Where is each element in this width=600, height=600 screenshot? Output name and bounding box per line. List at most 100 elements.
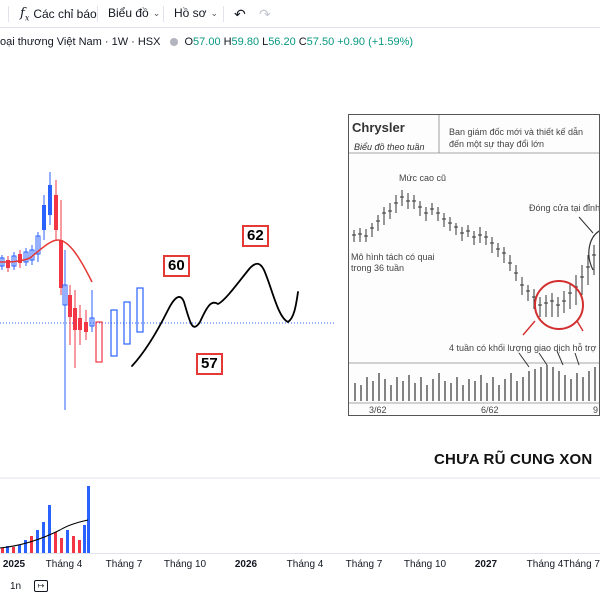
inset-label-close: Đóng cửa tại đỉnh <box>529 203 600 213</box>
volume-bar <box>72 536 75 553</box>
redo-icon: ↷ <box>259 6 271 22</box>
inset-title: Chrysler <box>352 120 405 135</box>
volume-bar <box>54 532 57 553</box>
candle <box>89 290 95 332</box>
time-axis-tick: Tháng 4 <box>45 559 83 570</box>
candle <box>54 180 58 240</box>
target-label-60: 60 <box>163 255 190 277</box>
time-axis-tick: Tháng 7 <box>105 559 143 570</box>
inset-volume <box>354 365 596 401</box>
volume-bar <box>18 545 21 553</box>
candle <box>68 285 72 345</box>
candles <box>0 172 144 410</box>
inset-highlight-circle <box>534 280 584 330</box>
candle <box>78 305 82 345</box>
inset-chart <box>349 115 599 404</box>
inset-axis-mid: 6/62 <box>481 405 499 415</box>
redo-button[interactable]: ↷ <box>259 6 271 23</box>
candle <box>62 250 68 410</box>
inset-subtitle: Biểu đồ theo tuần <box>354 142 425 152</box>
profile-menu-button[interactable]: Hồ sơ ⌄ <box>174 6 218 20</box>
volume-bar <box>48 505 51 553</box>
inset-axis-left: 3/62 <box>369 405 387 415</box>
candle <box>48 172 52 225</box>
candle <box>84 310 88 340</box>
target-label-57: 57 <box>196 353 223 375</box>
inset-pointer <box>588 230 599 271</box>
chevron-down-icon: ⌄ <box>210 7 219 18</box>
volume-bar <box>30 536 33 553</box>
undo-button[interactable]: ↶ <box>234 6 246 23</box>
target-label-62: 62 <box>242 225 269 247</box>
high-label: H <box>223 36 232 48</box>
candle <box>23 248 29 266</box>
toolbar-divider <box>163 6 164 22</box>
time-axis-tick: 2026 <box>234 559 258 570</box>
chart-menu-label: Biểu đồ <box>108 6 149 20</box>
time-axis-tick: Tháng 4 <box>286 559 324 570</box>
indicators-button[interactable]: fx Các chỉ báo <box>20 6 97 23</box>
volume-bar <box>24 540 27 553</box>
projected-candle <box>123 301 131 345</box>
projection-drawing <box>131 262 299 367</box>
candle <box>59 200 63 295</box>
undo-icon: ↶ <box>234 6 246 22</box>
market-status-icon <box>170 38 179 46</box>
projected-candle <box>95 321 103 363</box>
bottom-toolbar: 1n <box>0 575 600 600</box>
toolbar-divider <box>8 6 9 22</box>
profile-menu-label: Hồ sơ <box>174 6 207 20</box>
moving-average-line <box>0 239 93 283</box>
inset-volume-arrows <box>518 350 580 368</box>
reference-image: Chrysler Biểu đồ theo tuần Ban giám đốc … <box>348 114 600 416</box>
inset-label-volume: 4 tuần có khối lượng giao dịch hỗ trợ <box>449 343 597 353</box>
close-value: 57.50 <box>306 36 335 48</box>
inset-red-arrows <box>522 320 584 336</box>
open-label: O <box>184 36 194 48</box>
symbol-title[interactable]: oại thương Việt Nam · 1W · HSX <box>0 36 161 48</box>
candle <box>18 250 22 268</box>
projected-candle <box>110 309 118 357</box>
volume-bar <box>12 547 15 553</box>
time-axis-tick: Tháng 7 <box>563 559 600 570</box>
time-axis-tick: 2027 <box>474 559 498 570</box>
inset-axis-right: 9 <box>593 405 599 415</box>
time-axis-tick: Tháng 10 <box>403 559 447 570</box>
volume-bar <box>60 538 63 553</box>
toolbar-divider <box>97 6 98 22</box>
volume-bar <box>83 525 86 553</box>
inset-arrow <box>578 216 594 234</box>
volume-bar <box>36 530 39 553</box>
go-to-date-icon[interactable]: ↦ <box>34 580 48 592</box>
price-chart[interactable] <box>0 0 600 553</box>
time-axis-tick: Tháng 7 <box>345 559 383 570</box>
high-value: 59.80 <box>231 36 260 48</box>
candle <box>42 195 46 240</box>
low-label: L <box>262 36 269 48</box>
top-toolbar: fx Các chỉ báo Biểu đồ ⌄ Hồ sơ ⌄ ↶ ↷ <box>0 0 600 28</box>
chart-menu-button[interactable]: Biểu đồ ⌄ <box>108 6 160 20</box>
volume-bars <box>1 486 90 553</box>
low-value: 56.20 <box>268 36 296 48</box>
inset-label-high: Mức cao cũ <box>399 173 447 183</box>
volume-bar <box>1 548 4 553</box>
volume-bar <box>6 546 9 553</box>
time-axis-tick: 2025 <box>2 559 26 570</box>
indicators-label: Các chỉ báo <box>33 7 97 22</box>
inset-bars <box>352 190 596 317</box>
volume-bar <box>66 530 69 553</box>
candle <box>73 290 77 368</box>
change-value: +0.90 (+1.59%) <box>337 36 414 48</box>
volume-bar <box>87 486 90 553</box>
interval-button[interactable]: 1n <box>10 581 22 592</box>
close-label: C <box>298 36 307 48</box>
time-axis-tick: Tháng 10 <box>163 559 207 570</box>
inset-description: Ban giám đốc mới và thiết kế dẫn đến một… <box>449 127 583 149</box>
caption-text: CHƯA RŨ CUNG XON <box>434 451 593 468</box>
time-axis[interactable]: 2025 Tháng 4 Tháng 7 Tháng 10 2026 Tháng 4 Thá… <box>0 553 600 575</box>
projected-candle <box>136 287 144 333</box>
time-axis-tick: Tháng 4 <box>526 559 564 570</box>
chevron-down-icon: ⌄ <box>152 7 161 18</box>
toolbar-divider <box>223 6 224 22</box>
